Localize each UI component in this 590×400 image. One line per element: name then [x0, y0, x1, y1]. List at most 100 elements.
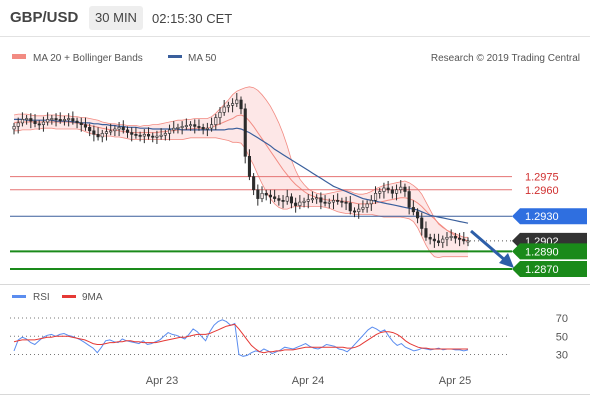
x-tick-label: Apr 25: [439, 375, 471, 387]
candle-body: [126, 129, 130, 133]
candle-body: [428, 237, 432, 240]
candle-body: [231, 103, 235, 106]
candle-body: [264, 193, 268, 196]
candle-body: [294, 202, 298, 206]
candle-body: [29, 118, 33, 122]
rsi-grid-group: 30 50 70: [10, 313, 568, 362]
bb-legend-label: MA 20 + Bollinger Bands: [33, 53, 143, 64]
candle-body: [58, 119, 62, 121]
candle-body: [399, 186, 403, 191]
price-tag-support: [512, 261, 587, 277]
candle-body: [365, 203, 369, 208]
candle-body: [33, 120, 37, 124]
rsi-ma-legend-swatch: [62, 295, 76, 298]
candle-body: [441, 238, 445, 243]
candle-body: [386, 187, 390, 191]
price-tag-pivot: [512, 208, 587, 225]
rsi-legend-swatch: [12, 295, 26, 298]
candle-body: [449, 236, 453, 238]
rsi-ma-legend-label: 9MA: [82, 292, 103, 303]
x-tick-label: Apr 23: [146, 375, 178, 387]
candle-body: [134, 134, 138, 136]
candle-body: [436, 240, 441, 243]
candle-body: [121, 127, 125, 131]
candle-body: [361, 207, 365, 210]
candle-body: [155, 135, 159, 138]
candle-body: [373, 193, 378, 201]
price-label-1.2930: 1.2930: [525, 211, 559, 223]
candle-body: [168, 129, 172, 134]
rsi-legend-label: RSI: [33, 292, 50, 303]
candle-body: [20, 119, 25, 124]
candle-body: [117, 127, 121, 130]
candle-body: [67, 118, 71, 121]
ma50-legend-label: MA 50: [188, 53, 217, 64]
candle-body: [260, 193, 264, 199]
candle-body: [193, 124, 197, 127]
candle-body: [302, 200, 306, 203]
candle-body: [100, 133, 104, 138]
candle-body: [159, 134, 163, 137]
candle-body: [222, 106, 226, 113]
candle-body: [142, 134, 146, 137]
candle-body: [424, 228, 428, 238]
candle-body: [382, 187, 386, 192]
candle-body: [256, 189, 260, 199]
ma50-group: [14, 118, 469, 224]
candle-body: [37, 123, 41, 126]
candle-body: [75, 120, 79, 124]
candle-body: [176, 127, 180, 129]
candle-body: [130, 132, 134, 135]
candles-group: [12, 92, 470, 248]
rsi-series-group: [13, 319, 469, 357]
candle-body: [268, 194, 273, 198]
candle-body: [96, 134, 100, 138]
candle-body: [277, 198, 281, 201]
candle-body: [210, 124, 214, 129]
candle-body: [390, 189, 394, 194]
candle-body: [331, 200, 336, 203]
candle-body: [348, 202, 352, 212]
chart-header: GBP/USD 30 MIN 02:15:30 CET: [0, 0, 590, 36]
forecast-arrow-head: [499, 253, 514, 268]
candle-body: [298, 201, 302, 206]
forecast-arrow-shaft: [470, 229, 507, 263]
candle-body: [327, 201, 331, 204]
price-tag-support: [512, 243, 587, 260]
candle-body: [46, 119, 50, 123]
rsi-tick-70: 70: [556, 313, 568, 325]
candle-body: [239, 99, 243, 110]
candle-body: [315, 197, 319, 200]
price-label-1.2890: 1.2890: [525, 246, 559, 258]
candle-body: [378, 191, 382, 194]
price-label-1.2870: 1.2870: [525, 264, 559, 276]
candle-body: [289, 196, 294, 204]
candle-body: [214, 117, 218, 125]
candle-body: [12, 126, 16, 130]
candle-body: [235, 99, 239, 104]
candle-body: [411, 207, 415, 213]
candle-body: [432, 238, 436, 242]
candle-body: [184, 125, 188, 128]
timestamp: 02:15:30 CET: [152, 11, 233, 26]
timeframe-button[interactable]: 30 MIN: [89, 6, 143, 30]
candle-body: [273, 196, 277, 199]
bollinger-upper-line: [13, 86, 468, 238]
ma50-line: [14, 118, 469, 224]
candle-body: [54, 118, 58, 121]
candle-body: [457, 237, 462, 240]
candle-body: [323, 201, 327, 204]
candle-body: [352, 210, 357, 213]
symbol-title: GBP/USD: [10, 9, 79, 26]
candle-body: [285, 196, 289, 202]
candle-body: [172, 127, 176, 131]
candle-body: [109, 130, 113, 133]
candle-body: [344, 201, 348, 204]
candle-body: [218, 112, 222, 118]
candle-body: [16, 122, 20, 127]
x-tick-label: Apr 24: [292, 375, 324, 387]
candle-body: [281, 200, 285, 202]
candle-body: [357, 208, 361, 213]
candle-body: [407, 191, 411, 208]
